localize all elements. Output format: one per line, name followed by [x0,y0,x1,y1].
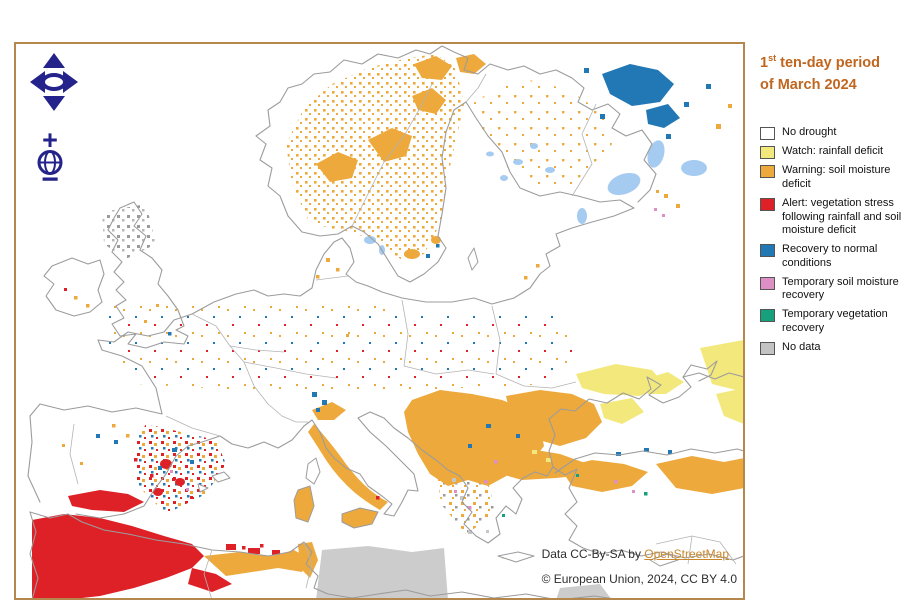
openstreetmap-link[interactable]: OpenStreetMap [644,546,729,561]
pan-up-icon[interactable] [43,53,65,68]
watch-regions [532,340,743,462]
legend-item-alert: Alert: vegetation stress following rainf… [760,197,914,238]
drought-layers [32,54,743,598]
legend-label: No drought [782,126,837,139]
legend-swatch [760,341,775,355]
pan-left-icon[interactable] [30,71,45,93]
map-title: 1st ten-day period of March 2024 [760,52,914,96]
zoom-out-button[interactable]: − [41,163,59,196]
zoom-in-button[interactable]: + [42,125,58,155]
legend-swatch [760,244,775,258]
legend-item-temp-soil-recovery: Temporary soil moisture recovery [760,276,914,304]
legend-label: Temporary vegetation recovery [782,308,888,334]
temp-soil-recovery-dots [170,208,665,510]
data-credit-line: Data CC-By-SA by OpenStreetMap [542,542,737,567]
globe-icon [37,150,63,175]
legend-label: Temporary soil moisture recovery [782,275,899,302]
attribution-text: Data CC-By-SA by [541,546,645,561]
legend: No drought Watch: rainfall deficit Warni… [760,126,914,355]
legend-swatch [760,309,775,323]
europe-drought-map[interactable] [16,44,743,598]
coastlines [27,45,743,598]
map-title-line2: of March 2024 [760,76,857,93]
legend-label: Watch: rainfall deficit [782,145,884,158]
pan-center-icon[interactable] [41,73,67,91]
pan-down-icon[interactable] [43,96,65,111]
legend-item-no-drought: No drought [760,126,914,141]
pan-icon [30,53,78,111]
legend-swatch [760,276,775,290]
legend-swatch [760,197,775,211]
legend-swatch [760,146,775,160]
map-frame: + − Data CC-By-SA by OpenStreetMap © Eur… [14,42,745,600]
legend-label: No data [782,340,821,353]
zoom-extent-button[interactable] [35,149,65,176]
warning-regions [204,54,743,578]
map-attribution: Data CC-By-SA by OpenStreetMap © Europea… [542,542,737,592]
map-title-line1: 1st ten-day period [760,53,881,71]
pan-right-icon[interactable] [63,71,78,93]
legend-swatch [760,127,775,141]
pan-control[interactable] [28,52,80,112]
country-borders [69,73,737,598]
zoom-control: + − [33,125,67,196]
legend-item-temp-veg-recovery: Temporary vegetation recovery [760,308,914,336]
copyright-text: © European Union, 2024, CC BY 4.0 [541,571,737,586]
legend-swatch [760,165,775,179]
legend-label: Warning: soil moisture deficit [782,164,891,191]
temp-veg-recovery-dots [502,474,648,517]
legend-item-watch: Watch: rainfall deficit [760,145,914,160]
legend-item-no-data: No data [760,341,914,355]
alert-regions [32,459,280,598]
legend-label: Recovery to normal conditions [782,243,878,269]
lakes [364,140,707,255]
legend-label: Alert: vegetation stress following rainf… [782,196,902,237]
recovery-regions [96,64,711,470]
side-panel: 1st ten-day period of March 2024 No drou… [760,52,914,360]
legend-item-recovery: Recovery to normal conditions [760,243,914,271]
legend-item-warning: Warning: soil moisture deficit [760,164,914,192]
no-data-regions [316,478,611,598]
